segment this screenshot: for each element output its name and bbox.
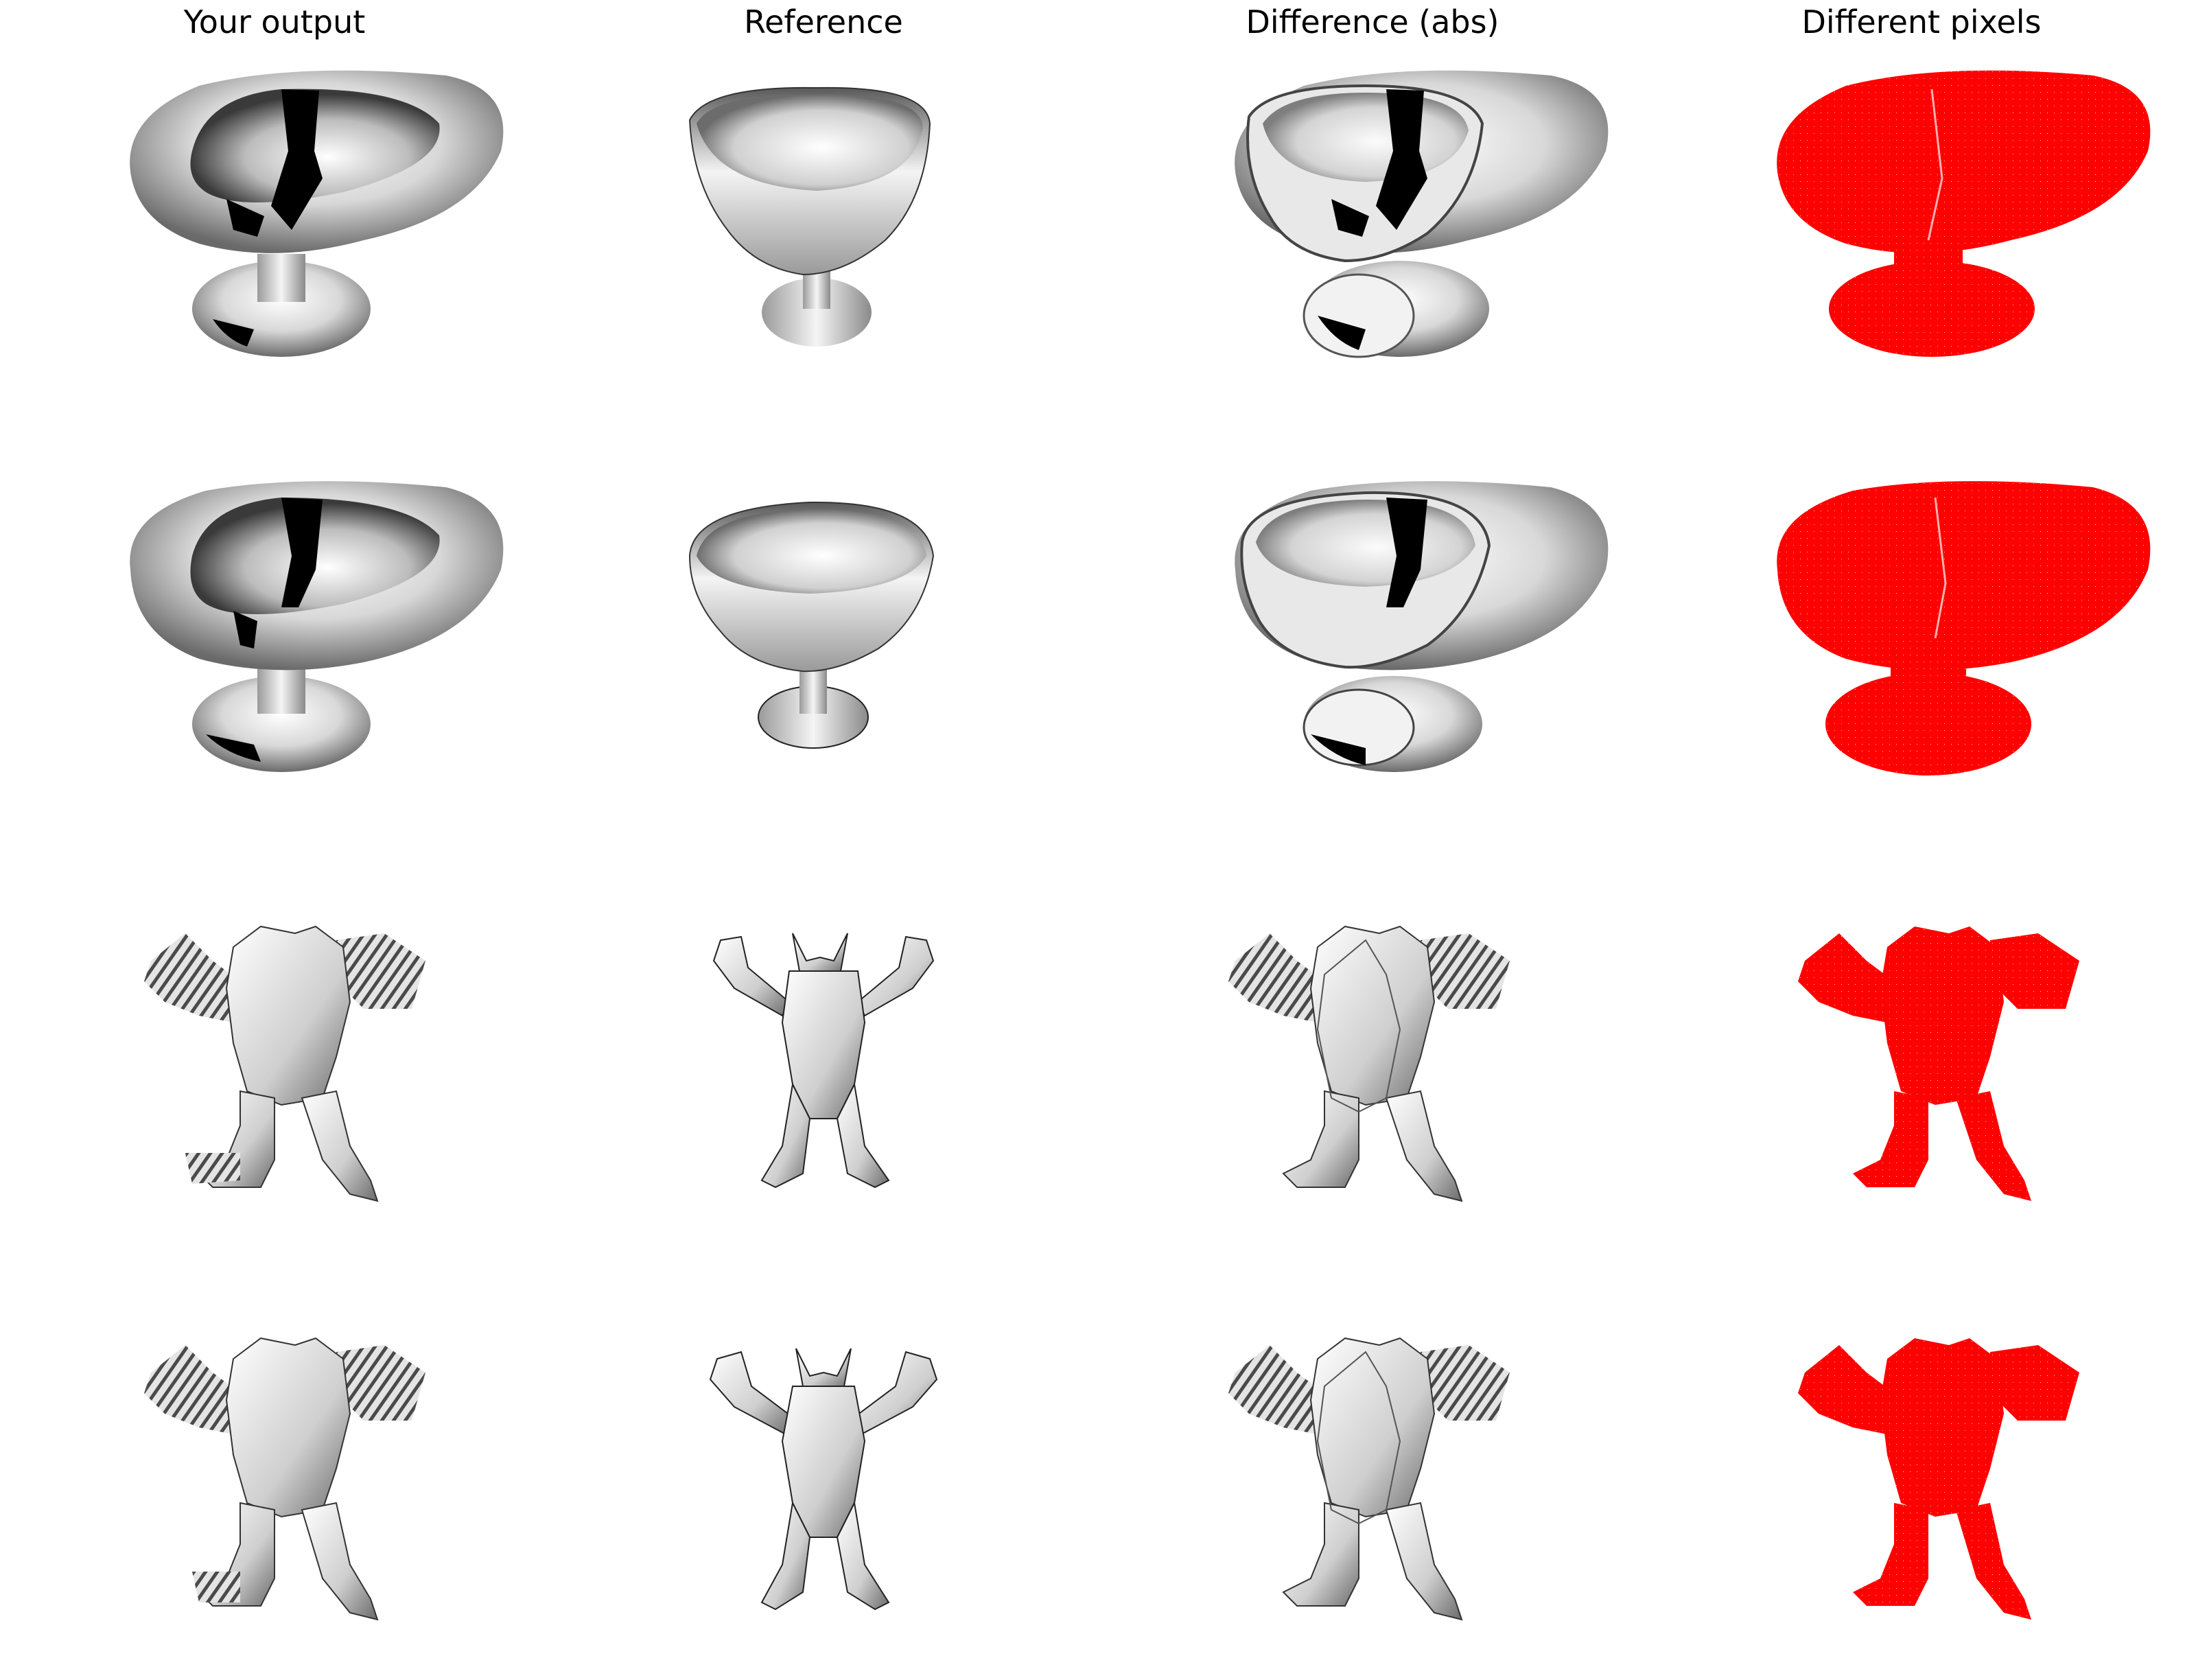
diff-base-shadow (1318, 316, 1366, 350)
mask-armadillo-left-arm (1798, 1345, 1894, 1434)
goblet-reference-view-1 (688, 86, 931, 347)
diff-armadillo-left-arm (1228, 1345, 1324, 1434)
armadillo-ref-right-arm (853, 1351, 938, 1436)
armadillo-foot-block (185, 1153, 240, 1184)
mask-bowl (1777, 481, 2151, 670)
goblet-reference-view-2 (688, 501, 935, 749)
diff-armadillo-right-arm (1421, 1345, 1510, 1421)
mask-armadillo-right-arm (1990, 1345, 2079, 1421)
mask-armadillo-left-leg (1853, 1091, 1928, 1187)
goblet-ref-interior (697, 509, 926, 594)
goblet-ref-base (762, 278, 872, 347)
armadillo-foot-block (192, 1572, 240, 1602)
artifact-dark-patch (281, 498, 323, 607)
armadillo-torso (225, 925, 351, 1106)
diff-base-shadow (1311, 734, 1366, 765)
diff-dark-patch-small (1331, 199, 1369, 237)
armadillo-output-view-2 (144, 1337, 425, 1621)
armadillo-ref-ears (792, 933, 848, 972)
goblet-base-shadow (213, 319, 254, 347)
armadillo-ref-left-arm (709, 1351, 794, 1436)
armadillo-difference-view-1 (1228, 925, 1510, 1202)
column-title-reference: Reference (744, 3, 903, 40)
mask-armadillo-left-arm (1798, 933, 1894, 1023)
diff-armadillo-ref-ghost (1316, 1351, 1401, 1525)
diff-armadillo-right-leg (1385, 1090, 1463, 1202)
armadillo-ref-right-leg (836, 1500, 890, 1611)
diff-armadillo-ref-ghost (1316, 939, 1401, 1113)
artifact-dark-patch (271, 89, 323, 230)
armadillo-mask-view-2 (1798, 1338, 2079, 1620)
mask-armadillo-torso (1880, 1338, 2004, 1517)
diff-dark-patch (1376, 89, 1427, 230)
armadillo-reference-view-1 (712, 933, 935, 1189)
armadillo-right-leg (301, 1502, 379, 1621)
armadillo-right-arm (336, 1345, 425, 1421)
mask-armadillo-right-arm (1990, 933, 2079, 1009)
diff-armadillo-torso (1309, 1337, 1436, 1518)
column-title-difference: Difference (abs) (1246, 3, 1499, 40)
armadillo-left-leg (198, 1090, 275, 1188)
armadillo-ref-left-arm (712, 935, 791, 1017)
artifact-dark-patch-small (233, 611, 257, 649)
goblet-stem (257, 666, 305, 714)
mask-armadillo-left-leg (1853, 1503, 1928, 1606)
armadillo-output-view-1 (144, 925, 425, 1202)
mask-armadillo-right-leg (1956, 1503, 2031, 1620)
armadillo-ref-ears (795, 1348, 852, 1387)
goblet-output-view-1 (130, 70, 504, 357)
diff-armadillo-torso (1309, 925, 1436, 1106)
column-title-your-output: Your output (183, 3, 366, 40)
armadillo-right-arm (336, 933, 425, 1009)
mask-bowl (1777, 70, 2151, 253)
diff-base-overlap (1303, 273, 1415, 358)
mask-base (1825, 673, 2031, 775)
diff-armadillo-left-leg (1282, 1090, 1359, 1188)
diff-armadillo-left-leg (1282, 1502, 1359, 1607)
goblet-mask-view-1 (1777, 70, 2151, 357)
diff-armadillo-right-arm (1421, 933, 1510, 1009)
column-title-different-pixels: Different pixels (1801, 3, 2042, 40)
mask-inner-trace (1934, 497, 1947, 639)
armadillo-mask-view-1 (1798, 926, 2079, 1201)
diff-dark-patch (1386, 498, 1427, 607)
goblet-base-shadow (206, 734, 261, 762)
mask-armadillo-right-leg (1956, 1091, 2031, 1201)
diff-armadillo-right-leg (1385, 1502, 1463, 1621)
armadillo-left-arm (144, 1345, 240, 1434)
armadillo-right-leg (301, 1090, 379, 1202)
mask-armadillo-torso (1880, 926, 2004, 1105)
armadillo-ref-right-leg (836, 1082, 890, 1189)
goblet-mask-view-2 (1777, 481, 2151, 775)
artifact-dark-patch-small (226, 199, 264, 237)
goblet-output-view-2 (130, 481, 504, 772)
goblet-stem (257, 254, 305, 302)
armadillo-difference-view-2 (1228, 1337, 1510, 1621)
armadillo-left-leg (198, 1502, 275, 1607)
armadillo-reference-view-2 (709, 1348, 938, 1611)
armadillo-left-arm (144, 933, 240, 1023)
armadillo-torso (225, 1337, 351, 1518)
armadillo-ref-left-leg (760, 1500, 811, 1611)
mask-inner-trace (1927, 89, 1943, 241)
diff-armadillo-left-arm (1228, 933, 1324, 1023)
goblet-difference-view-2 (1235, 481, 1609, 772)
goblet-difference-view-1 (1235, 70, 1609, 358)
goblet-ref-stem (799, 666, 827, 714)
goblet-bowl-cavity (190, 89, 440, 202)
mask-stem (1894, 247, 1963, 309)
goblet-ref-interior (697, 94, 923, 191)
armadillo-ref-right-arm (856, 935, 935, 1017)
armadillo-ref-left-leg (760, 1082, 811, 1189)
